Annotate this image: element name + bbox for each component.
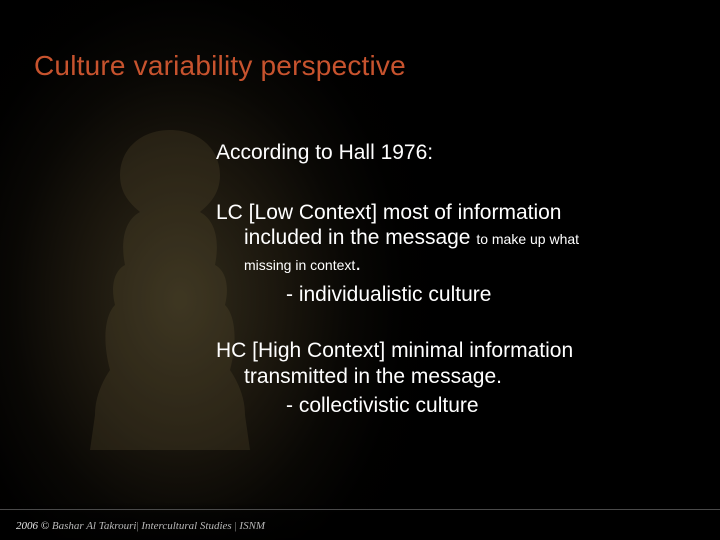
lc-line3-small: missing in context — [244, 257, 355, 273]
lc-line1: LC [Low Context] most of information — [216, 201, 562, 224]
footer-org: ISNM — [239, 520, 265, 532]
intro-text: According to Hall 1976: — [216, 140, 656, 166]
lc-period: . — [355, 252, 361, 275]
lc-line2-small: to make up what — [476, 231, 579, 247]
slide-body: According to Hall 1976: LC [Low Context]… — [216, 140, 656, 419]
footer-course: Intercultural Studies — [141, 520, 231, 532]
footer-text: 2006 © Bashar Al Takrouri| Intercultural… — [16, 520, 265, 532]
lc-line2-large: included in the message — [244, 226, 476, 249]
footer-year: 2006 © — [16, 520, 49, 532]
hc-sub: - collectivistic culture — [286, 393, 656, 419]
lc-sub: - individualistic culture — [286, 282, 656, 308]
hc-line2: transmitted in the message. — [244, 365, 502, 388]
slide-title: Culture variability perspective — [34, 50, 406, 82]
slide: Culture variability perspective Accordin… — [0, 0, 720, 540]
hc-line1: HC [High Context] minimal information — [216, 339, 573, 362]
hc-paragraph: HC [High Context] minimal information tr… — [216, 338, 656, 389]
footer-author: Bashar Al Takrouri — [52, 520, 137, 532]
footer-divider — [0, 509, 720, 510]
lc-paragraph: LC [Low Context] most of information inc… — [216, 200, 656, 277]
